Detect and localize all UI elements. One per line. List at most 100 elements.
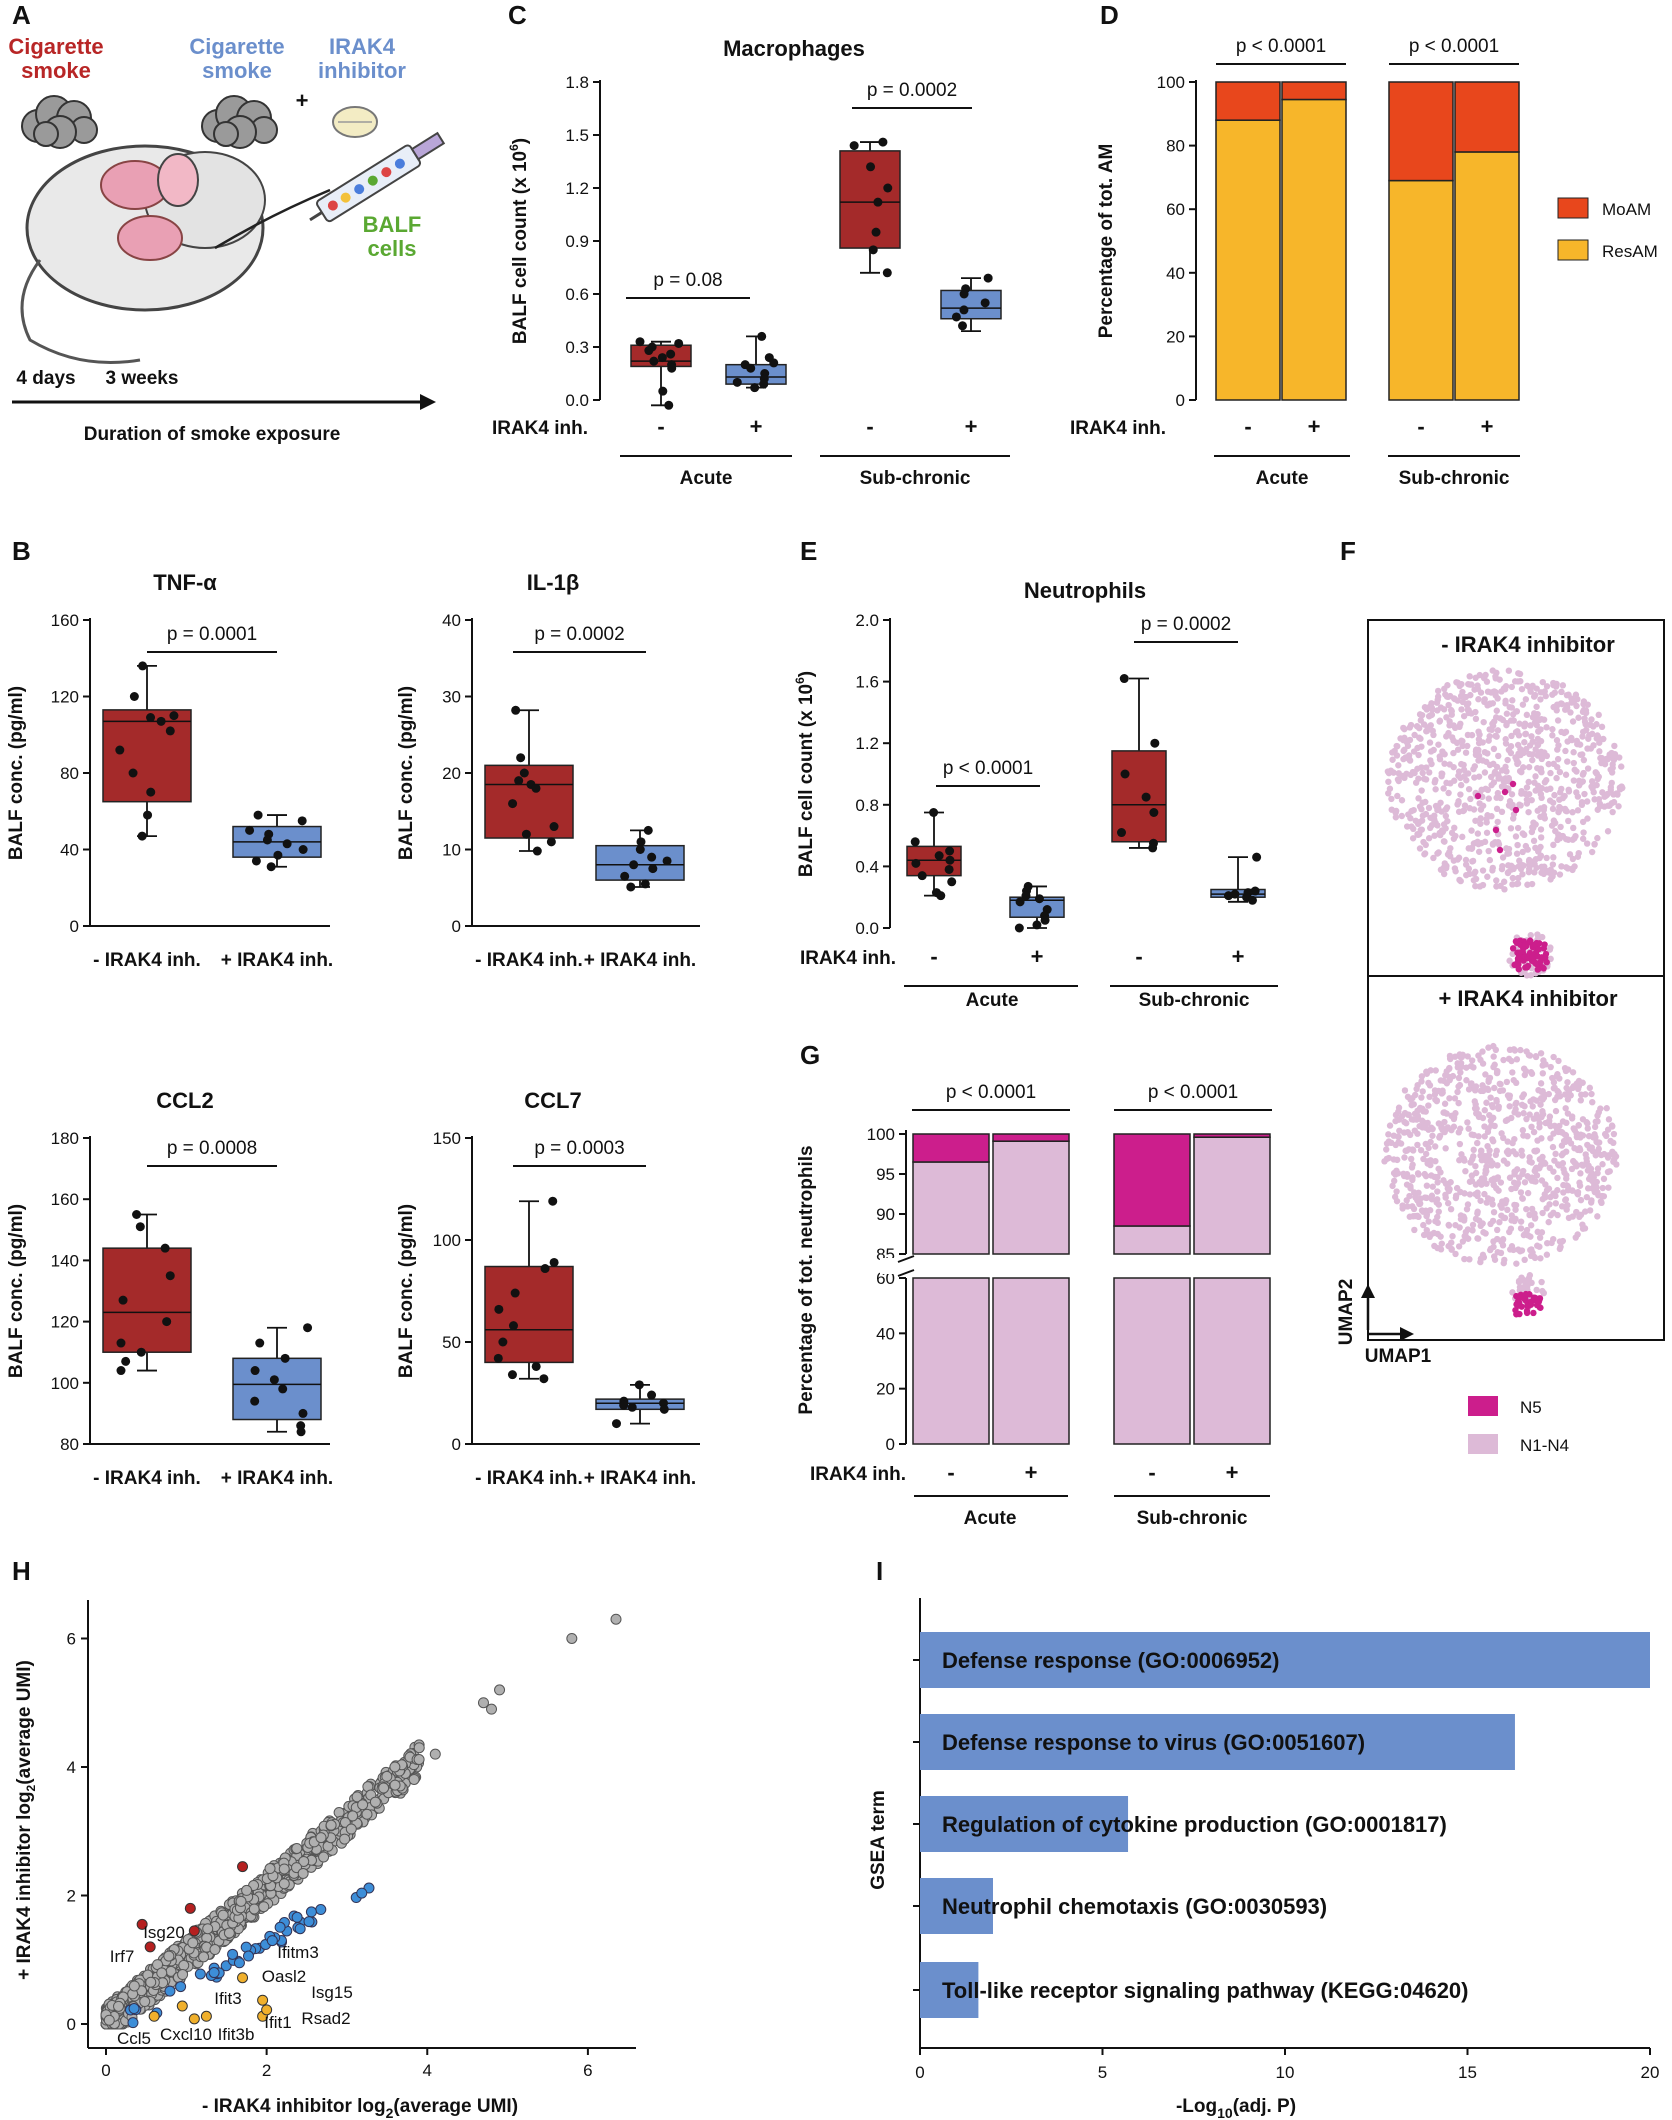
umap-point-n1n4 (1490, 1181, 1497, 1188)
gene-point (223, 1927, 235, 1939)
data-point (648, 864, 658, 874)
umap-point-n1n4 (1514, 824, 1522, 832)
umap-point-n1n4 (1416, 845, 1424, 852)
panel-label-e: E (800, 536, 817, 566)
data-point (250, 1366, 260, 1376)
umap-point-n1n4 (1602, 792, 1609, 800)
umap-point-n1n4 (1432, 1157, 1439, 1165)
umap-point-n1n4 (1487, 1220, 1494, 1228)
umap-point-n1n4 (1406, 757, 1414, 764)
umap-point-n1n4 (1487, 1246, 1494, 1254)
p-bracket-g2-label: p < 0.0001 (1148, 1082, 1238, 1103)
umap-point-n1n4 (1481, 696, 1488, 703)
x-tick-label-i: 0 (915, 2063, 924, 2082)
umap-point-n1n4 (1450, 1114, 1458, 1121)
data-point (882, 268, 892, 278)
umap-point-n1n4 (1553, 1073, 1560, 1080)
umap-title-bottom: + IRAK4 inhibitor (1438, 986, 1618, 1011)
umap-point-n1n4 (1429, 1132, 1436, 1139)
umap-point-n1n4 (1517, 1225, 1525, 1232)
gene-point (318, 1851, 330, 1863)
gene-point-down (266, 1935, 278, 1947)
box-B3 (102, 1247, 192, 1353)
umap-point-n1n4 (1415, 1213, 1422, 1221)
umap-point-n5 (1474, 792, 1482, 800)
umap-point-n1n4 (1502, 700, 1509, 707)
umap-point-n1n4 (1413, 723, 1421, 730)
data-point (508, 799, 518, 809)
umap-point-n1n4 (1409, 1094, 1416, 1102)
data-point (297, 816, 307, 826)
data-point (910, 837, 920, 847)
gene-label: Isg20 (143, 1923, 185, 1942)
umap-point-n1n4 (1420, 1221, 1427, 1229)
p-bracket-d2-label: p < 0.0001 (1409, 36, 1499, 57)
y-tick-label-h: 6 (67, 1629, 76, 1648)
data-point (1034, 894, 1044, 904)
mouse-ear-icon (157, 153, 199, 207)
umap-point-n1n4 (1401, 1154, 1408, 1161)
umap-point-n1n4 (1513, 708, 1521, 715)
x-tick-label-h: 2 (262, 2061, 271, 2080)
umap-point-n1n4 (1542, 1061, 1549, 1068)
umap-point-n1n4 (1470, 806, 1478, 813)
umap-point-n1n4 (1423, 1194, 1430, 1202)
bar-n5 (1193, 1133, 1271, 1138)
umap-point-n1n4 (1513, 850, 1521, 857)
umap-point-n1n4 (1486, 856, 1494, 864)
umap-point-n1n4 (1494, 1226, 1501, 1234)
box-C (940, 289, 1002, 320)
umap-point-n1n4 (1574, 1231, 1581, 1238)
y-tick-label-B2: 40 (442, 611, 461, 630)
panel-label-d: D (1100, 0, 1119, 30)
umap-point-n1n4 (1498, 1238, 1505, 1245)
umap-point-n1n4 (1517, 1046, 1524, 1054)
umap-point-n1n4 (1528, 880, 1536, 888)
umap-point-n1n4 (1594, 1118, 1601, 1125)
umap-point-n1n4 (1391, 1193, 1399, 1201)
umap-point-n1n4 (1563, 1206, 1570, 1213)
umap-point-n5 (1534, 953, 1541, 960)
umap-point-n1n4 (1525, 778, 1532, 786)
umap-point-n1n4 (1472, 1083, 1480, 1090)
gene-point (477, 1697, 489, 1709)
data-point (934, 851, 944, 861)
gene-point-ifn (200, 2010, 212, 2022)
umap-point-n1n4 (1596, 748, 1603, 755)
umap-point-n1n4 (1569, 809, 1576, 816)
x-category-label: - IRAK4 inh. (93, 950, 201, 971)
umap-point-n1n4 (1574, 1188, 1582, 1196)
data-point (549, 822, 559, 832)
umap-point-n1n4 (1487, 1117, 1495, 1124)
umap-point-n1n4 (1506, 1174, 1514, 1181)
legend-label-n5: N5 (1520, 1398, 1542, 1417)
gene-label: Rsad2 (301, 2009, 350, 2028)
umap-point-n1n4 (1477, 1197, 1484, 1204)
umap-point-n5 (1537, 1304, 1544, 1311)
umap-point-n1n4 (1459, 742, 1466, 750)
umap-point-n1n4 (1466, 1191, 1474, 1198)
cell-dot (367, 175, 378, 186)
umap-point-n1n4 (1504, 850, 1511, 857)
chart-title-B2: IL-1β (527, 570, 580, 595)
umap-point-n1n4 (1510, 1179, 1518, 1186)
umap-point-n1n4 (1454, 1088, 1461, 1096)
umap-point-n1n4 (1441, 760, 1448, 767)
umap-point-n1n4 (1389, 1182, 1396, 1190)
umap-point-n1n4 (1582, 1151, 1589, 1158)
umap-point-n1n4 (1451, 824, 1458, 832)
umap-point-n1n4 (1504, 1206, 1511, 1214)
umap-point-n1n4 (1593, 1138, 1600, 1146)
cell-dot (394, 158, 405, 169)
umap-point-n1n4 (1472, 715, 1480, 723)
umap-point-n1n4 (1401, 1118, 1408, 1126)
umap-point-n1n4 (1551, 791, 1558, 799)
umap-point-n1n4 (1383, 1140, 1391, 1147)
x-tick-label-h: 0 (101, 2061, 110, 2080)
umap-point-n1n4 (1414, 831, 1422, 839)
umap-point-n1n4 (1440, 821, 1448, 828)
umap-point-n1n4 (1537, 765, 1545, 772)
data-point (883, 183, 893, 193)
umap-point-n1n4 (1495, 841, 1503, 848)
umap-point-n1n4 (1557, 700, 1565, 707)
